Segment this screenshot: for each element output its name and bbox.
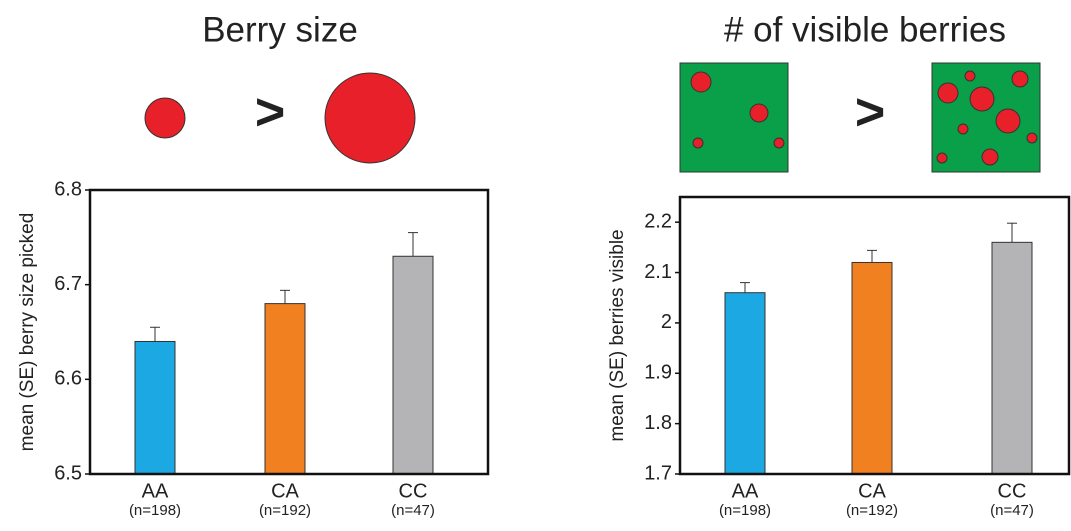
y-tick-label: 2 [661,311,672,333]
small-berry-icon [145,98,185,138]
y-tick-label: 2.1 [644,261,672,283]
bar [265,304,305,474]
y-tick-label: 6.6 [54,368,82,390]
comparison-symbol: > [855,84,885,142]
large-berry-icon [325,73,415,163]
y-tick-label: 1.7 [644,462,672,484]
few-berries-icon [680,63,788,172]
y-tick-label: 6.7 [54,273,82,295]
many-berries-icon [932,63,1040,172]
bar [725,293,765,474]
sample-size-label: (n=47) [990,502,1034,519]
chart-title: # of visible berries [724,10,1006,49]
x-tick-label: CC [399,480,428,502]
y-tick-label: 6.5 [54,462,82,484]
x-tick-label: AA [732,480,759,502]
x-tick-label: AA [142,480,169,502]
sample-size-label: (n=47) [391,502,435,519]
x-tick-label: CA [271,480,299,502]
y-tick-label: 2.2 [644,210,672,232]
x-tick-label: CC [998,480,1027,502]
bar [393,256,433,474]
y-tick-label: 1.9 [644,362,672,384]
sample-size-label: (n=192) [259,502,311,519]
sample-size-label: (n=198) [719,502,771,519]
y-tick-label: 1.8 [644,412,672,434]
y-axis-label: mean (SE) berry size picked [17,213,38,452]
y-axis-label: mean (SE) berries visible [607,229,628,441]
sample-size-label: (n=198) [129,502,181,519]
bar [852,262,892,474]
x-tick-label: CA [858,480,886,502]
figure: Berry size > mean (SE) berry size picked 6.… [0,0,1071,531]
y-tick-label: 6.8 [54,178,82,200]
bar [135,341,175,474]
chart-title: Berry size [202,10,358,49]
sample-size-label: (n=192) [846,502,898,519]
bar [992,242,1032,474]
comparison-symbol: > [255,84,285,142]
